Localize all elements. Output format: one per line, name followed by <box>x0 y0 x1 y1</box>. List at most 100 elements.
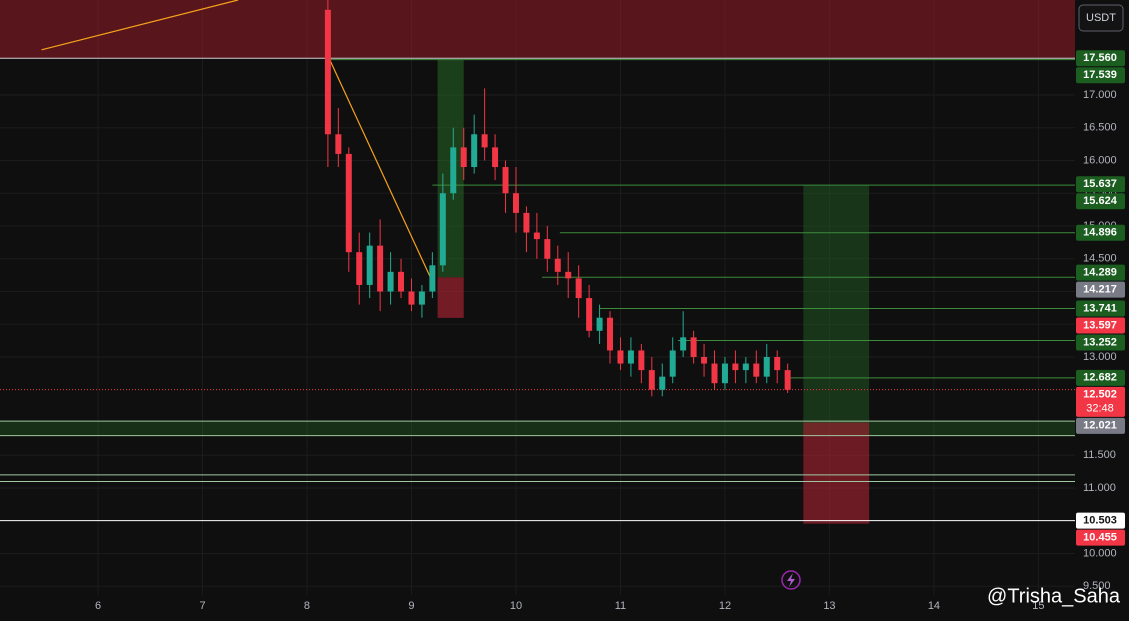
trendline <box>41 0 239 51</box>
candle-body <box>680 337 687 351</box>
zone <box>437 277 464 318</box>
bolt <box>787 573 795 587</box>
price-tag-label: 17.539 <box>1083 69 1117 81</box>
candle-body <box>345 153 352 253</box>
price-tag-label: 17.560 <box>1083 52 1117 64</box>
price-tag <box>1076 334 1125 351</box>
candle-body <box>544 239 551 259</box>
candle-body <box>596 317 603 331</box>
candle-body <box>763 357 770 377</box>
x-tick-label: 9 <box>408 600 414 612</box>
price-tag-label: 14.289 <box>1083 266 1117 278</box>
price-tag <box>1076 281 1125 298</box>
price-tag <box>1076 264 1125 281</box>
candle-body <box>627 350 634 364</box>
candle-body <box>439 193 446 266</box>
candle-body <box>586 298 593 331</box>
currency-label: USDT <box>1086 12 1116 24</box>
candle-body <box>324 9 331 135</box>
y-tick-label: 16.500 <box>1083 122 1117 134</box>
x-tick-label: 7 <box>199 600 205 612</box>
price-tag <box>1076 529 1125 546</box>
plot-area <box>0 0 1075 595</box>
candle-body <box>460 147 467 168</box>
candle-body <box>523 212 530 233</box>
y-tick-label: 16.000 <box>1083 154 1117 166</box>
candle-body <box>366 245 373 285</box>
countdown: 32:48 <box>1086 403 1114 415</box>
price-tag <box>1076 317 1125 334</box>
price-tag <box>1076 67 1125 84</box>
x-tick-label: 10 <box>510 600 522 612</box>
trendline <box>329 60 433 282</box>
candle-body <box>638 350 645 371</box>
y-tick-label: 11.500 <box>1083 449 1116 461</box>
candle-body <box>648 370 655 390</box>
alert-icon[interactable] <box>781 570 801 590</box>
price-tag-label: 13.252 <box>1083 336 1117 348</box>
price-tag-label: 10.455 <box>1083 531 1117 543</box>
price-tag-label: 14.896 <box>1083 227 1117 239</box>
x-tick-label: 15 <box>1032 600 1044 612</box>
candle-body <box>669 350 676 377</box>
price-tag <box>1076 369 1125 386</box>
candle-body <box>492 147 499 168</box>
x-tick-label: 6 <box>95 600 101 612</box>
candle-body <box>450 147 457 194</box>
candle-body <box>753 363 760 377</box>
y-tick-label: 11.000 <box>1083 482 1116 494</box>
candle-body <box>377 245 384 292</box>
candle-body <box>471 134 478 168</box>
price-tag <box>1076 50 1125 67</box>
price-tag-label: 12.502 <box>1083 389 1117 401</box>
watermark: @Trisha_Saha <box>987 585 1121 607</box>
price-tag-label: 15.624 <box>1083 195 1118 207</box>
candle-body <box>575 278 582 299</box>
candle-body <box>418 291 425 305</box>
y-tick-label: 13.000 <box>1083 351 1117 363</box>
price-tag <box>1076 417 1125 434</box>
candle-body <box>711 363 718 384</box>
price-tag <box>1076 300 1125 317</box>
currency-button[interactable] <box>1078 4 1124 32</box>
price-tag-label: 12.682 <box>1083 372 1117 384</box>
price-tag <box>1076 512 1125 529</box>
x-tick-label: 11 <box>615 600 626 612</box>
x-tick-label: 14 <box>928 600 940 612</box>
candle-body <box>398 271 405 292</box>
zone <box>803 422 870 524</box>
x-tick-label: 13 <box>823 600 835 612</box>
candle-body <box>408 291 415 305</box>
zone <box>803 185 870 423</box>
candle-body <box>721 363 728 384</box>
candle-body <box>565 271 572 279</box>
axis-layer: 17.00016.50016.00015.50015.00014.50014.0… <box>95 50 1125 612</box>
price-tag-label: 10.503 <box>1083 514 1117 526</box>
candle-body <box>356 252 363 285</box>
candle-body <box>659 376 666 390</box>
candle-body <box>335 134 342 154</box>
price-tag <box>1076 176 1125 193</box>
candle-body <box>701 357 708 364</box>
x-tick-label: 8 <box>304 600 310 612</box>
candle-body <box>481 134 488 148</box>
price-tag-label: 13.597 <box>1083 319 1117 331</box>
price-tag-label: 13.741 <box>1083 302 1117 314</box>
x-tick-label: 12 <box>719 600 731 612</box>
price-tag <box>1076 193 1125 210</box>
y-tick-label: 10.000 <box>1083 547 1117 559</box>
candle-body <box>784 370 791 390</box>
candle-body <box>774 357 781 371</box>
price-tag-label: 14.217 <box>1083 283 1117 295</box>
y-tick-label: 17.000 <box>1083 89 1117 101</box>
candle-body <box>732 363 739 371</box>
candle-body <box>617 350 624 364</box>
zone <box>0 0 1075 59</box>
price-tag <box>1076 224 1125 241</box>
price-tag <box>1076 386 1125 417</box>
y-tick-label: 14.500 <box>1083 253 1117 265</box>
candle-body <box>742 363 749 371</box>
candle-body <box>533 232 540 240</box>
